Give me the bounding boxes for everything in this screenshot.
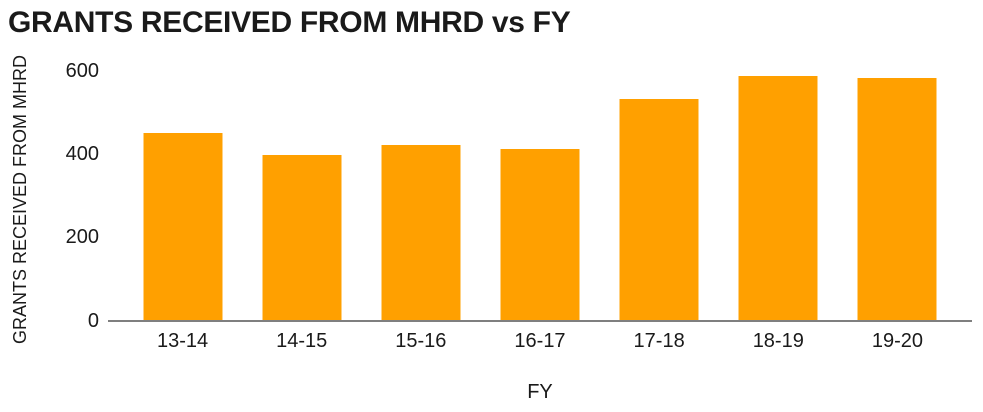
bar-17-18[interactable] (619, 99, 699, 320)
bar-18-19[interactable] (738, 76, 818, 320)
bar-band (600, 70, 719, 320)
bar-band (838, 70, 957, 320)
y-axis-ticks: 0 200 400 600 (0, 0, 99, 412)
x-tick-label: 13-14 (156, 330, 209, 352)
x-tick-label: 19-20 (871, 330, 923, 352)
bar-16-17[interactable] (500, 149, 580, 320)
bar-15-16[interactable] (381, 145, 461, 320)
x-tick-label: 16-17 (514, 330, 566, 352)
bar-band (480, 70, 599, 320)
bar-14-15[interactable] (262, 155, 342, 320)
bar-band (361, 70, 480, 320)
y-tick-label: 0 (87, 309, 99, 332)
bar-13-14[interactable] (143, 132, 223, 320)
bar-band (123, 70, 242, 320)
x-tick-label: 14-15 (276, 330, 328, 352)
x-axis-ticks: 13-14 14-15 15-16 16-17 17-18 18-19 19-20 (108, 330, 972, 353)
plot-area (108, 70, 972, 320)
y-tick-label: 200 (65, 226, 99, 249)
x-tick-label: 17-18 (633, 330, 685, 352)
x-axis-title: FY (527, 381, 553, 403)
chart-title: GRANTS RECEIVED FROM MHRD vs FY (8, 6, 571, 39)
x-tick-label: 18-19 (752, 330, 804, 352)
bar-band (242, 70, 361, 320)
bar-band (719, 70, 838, 320)
y-tick-label: 600 (65, 59, 99, 82)
x-tick-label: 15-16 (395, 330, 447, 352)
x-axis-line (108, 320, 972, 322)
y-tick-label: 400 (65, 142, 99, 165)
bar-19-20[interactable] (857, 78, 937, 320)
